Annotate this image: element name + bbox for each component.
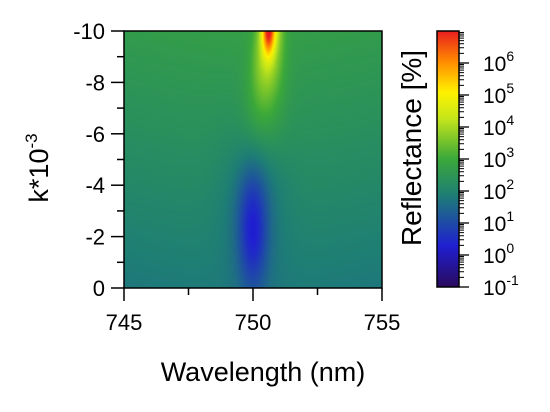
colorbar-tick-label: 104 — [483, 112, 514, 140]
y-tick-label: -8 — [85, 70, 105, 95]
heatmap-image — [124, 31, 382, 288]
y-tick-label: -6 — [85, 122, 105, 147]
y-tick-label: 0 — [93, 276, 105, 301]
y-tick-label: -2 — [85, 225, 105, 250]
colorbar-ticks: 106 105 104 103 102 101 100 10-1 — [459, 31, 519, 300]
x-axis-title: Wavelength (nm) — [161, 357, 366, 387]
y-axis-title: k*10-3 — [22, 133, 54, 202]
colorbar-tick-label: 100 — [483, 240, 514, 268]
colorbar-tick-label: 101 — [483, 208, 514, 236]
colorbar-tick-label: 102 — [483, 176, 514, 204]
y-tick-label: -4 — [85, 173, 105, 198]
heatmap-plot-area — [123, 30, 383, 289]
colorbar-title: Reflectance [%] — [396, 50, 427, 246]
colorbar: 106 105 104 103 102 101 100 10-1 — [436, 30, 519, 300]
colorbar-tick-label: 105 — [483, 80, 514, 108]
x-axis: 745 750 755 — [106, 288, 401, 335]
y-axis-title-exponent: -3 — [22, 133, 41, 148]
colorbar-tick-label: 10-1 — [483, 272, 519, 300]
y-axis-title-base: k*10 — [24, 149, 54, 203]
y-axis: 0 -2 -4 -6 -8 -10 — [73, 19, 124, 301]
colorbar-tick-label: 106 — [483, 48, 514, 76]
x-tick-label: 755 — [364, 310, 401, 335]
y-tick-label: -10 — [73, 19, 105, 44]
x-tick-label: 745 — [106, 310, 143, 335]
colorbar-gradient — [436, 30, 460, 288]
x-tick-label: 750 — [235, 310, 272, 335]
colorbar-tick-label: 103 — [483, 144, 514, 172]
